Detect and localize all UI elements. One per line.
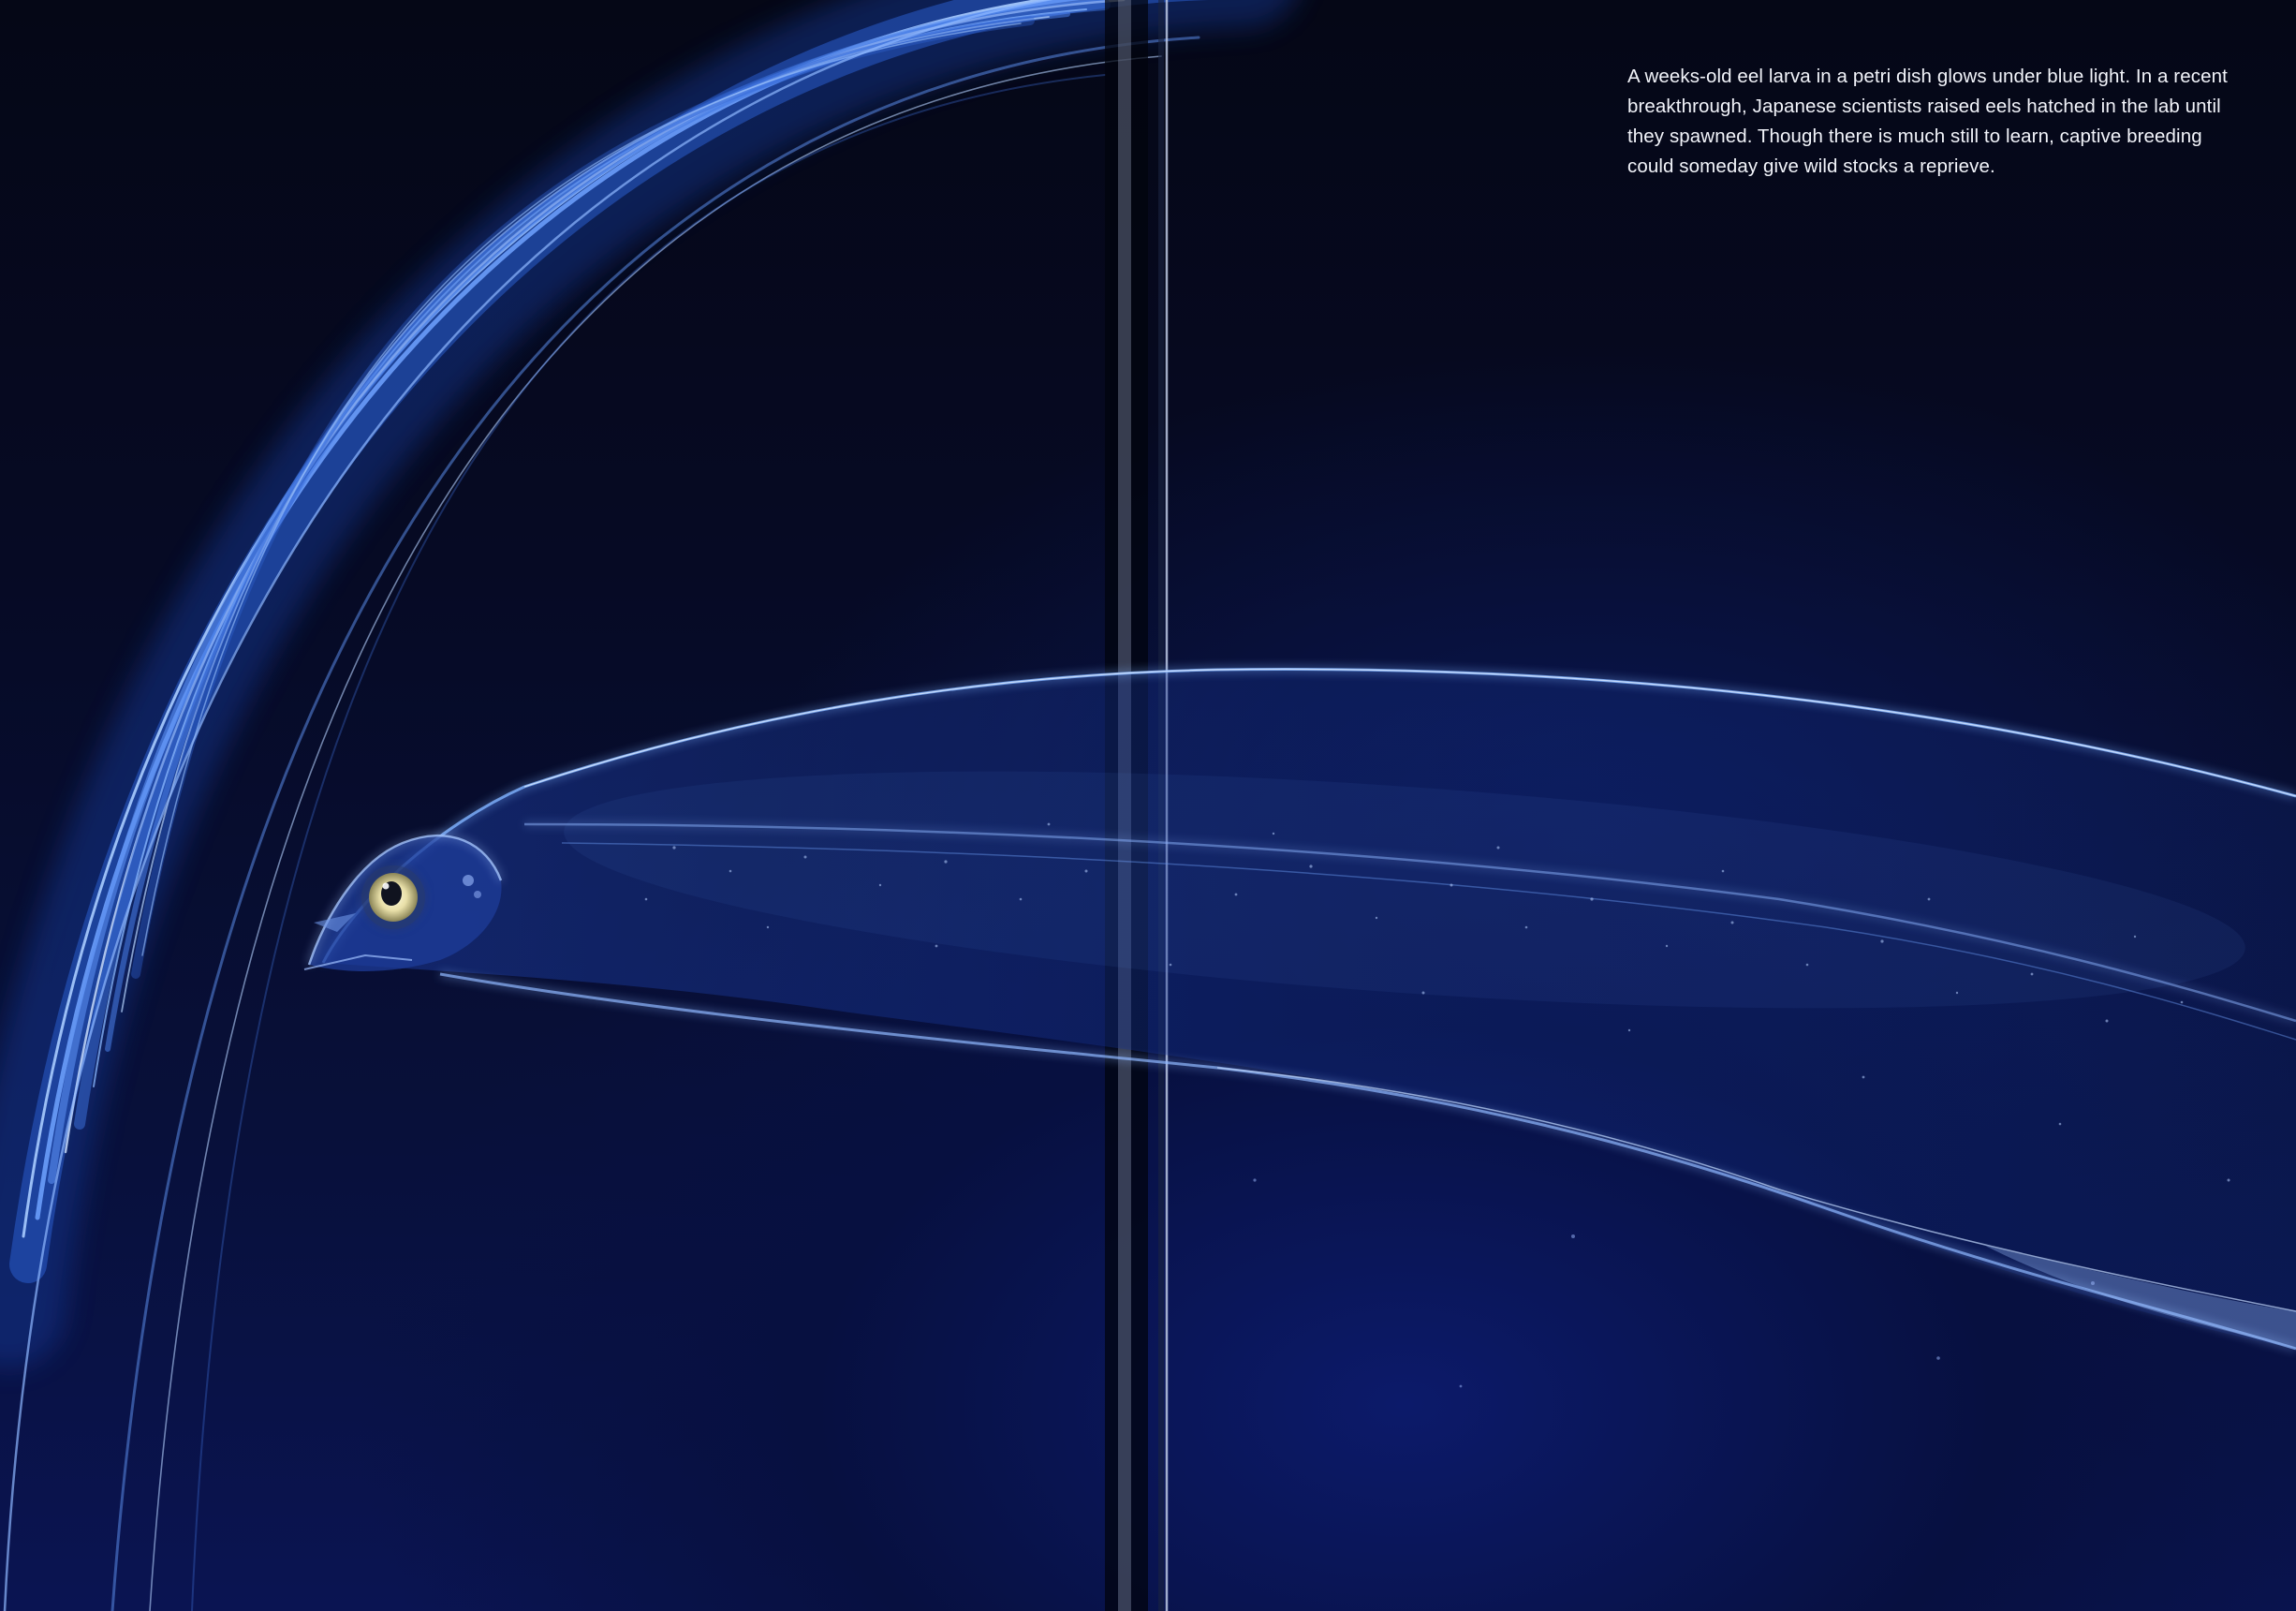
- eel-eye: [361, 865, 425, 929]
- photo-caption: A weeks-old eel larva in a petri dish gl…: [1627, 66, 2228, 177]
- petri-dish-rim: [0, 0, 1294, 1611]
- eel-larva: [303, 667, 2296, 1351]
